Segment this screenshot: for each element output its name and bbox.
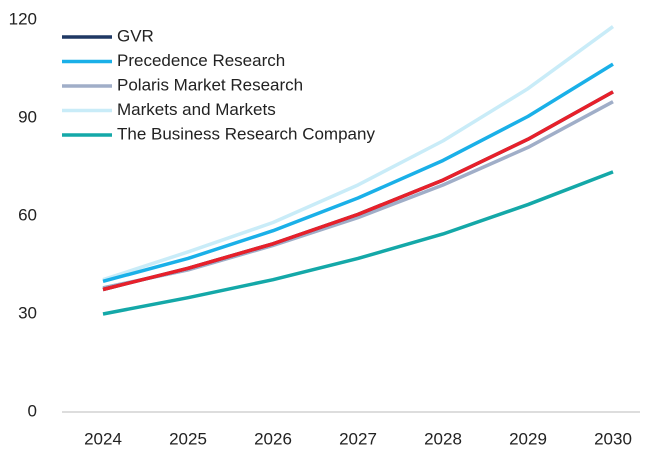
series-line — [102, 62, 614, 284]
legend-label: The Business Research Company — [117, 124, 375, 143]
x-tick-label: 2027 — [339, 429, 377, 448]
y-tick-label: 60 — [18, 205, 37, 224]
x-tick-label: 2026 — [254, 429, 292, 448]
legend-label: Precedence Research — [117, 51, 285, 70]
y-tick-label: 0 — [28, 401, 37, 420]
y-tick-label: 90 — [18, 107, 37, 126]
y-tick-label: 120 — [9, 9, 37, 28]
series-line — [102, 90, 614, 292]
series-line — [102, 170, 614, 316]
x-tick-label: 2030 — [594, 429, 632, 448]
legend-label: Polaris Market Research — [117, 75, 303, 94]
x-tick-label: 2025 — [169, 429, 207, 448]
y-tick-label: 30 — [18, 303, 37, 322]
x-tick-label: 2029 — [509, 429, 547, 448]
legend-label: GVR — [117, 26, 154, 45]
x-tick-label: 2028 — [424, 429, 462, 448]
series-line — [102, 25, 615, 282]
legend-label: Markets and Markets — [117, 100, 276, 119]
x-tick-label: 2024 — [84, 429, 122, 448]
